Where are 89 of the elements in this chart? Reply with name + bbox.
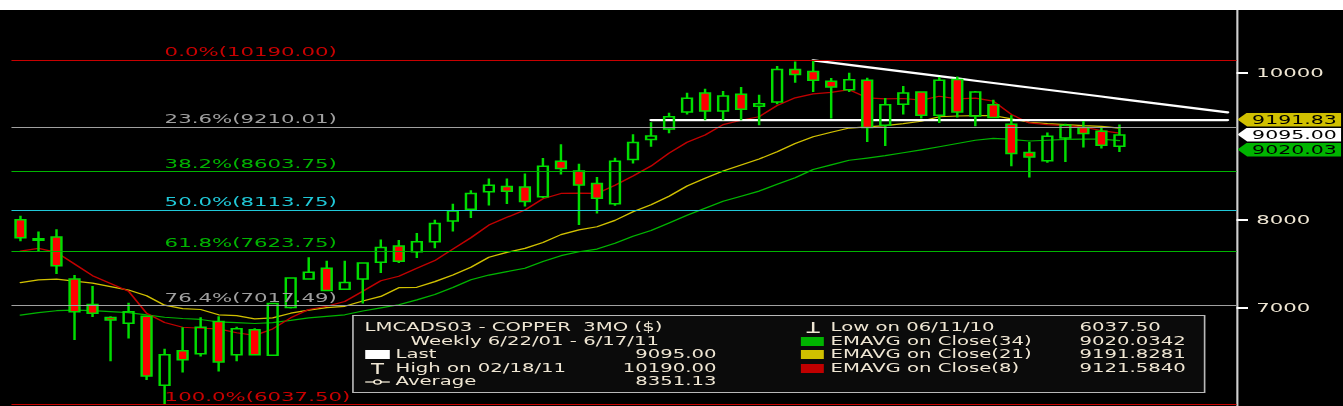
candlestick [663, 111, 675, 135]
candlestick [861, 76, 874, 143]
candlestick [86, 285, 99, 318]
candlestick [1023, 141, 1036, 179]
candlestick [392, 239, 405, 264]
ref-line-label: 100.0%(6037.50) [164, 388, 351, 404]
candlestick [627, 133, 639, 165]
candlestick [645, 121, 657, 148]
candlestick [933, 76, 946, 124]
text: 9095.00 [1237, 126, 1342, 142]
candlestick [356, 261, 369, 305]
candlestick [987, 98, 1000, 120]
candlestick [1095, 126, 1108, 150]
candlestick [194, 316, 207, 358]
candlestick [320, 259, 333, 293]
annotation: Low on 06/11/10 [830, 320, 995, 335]
candlestick [446, 202, 459, 233]
candlestick [68, 274, 81, 342]
candlestick [897, 85, 910, 116]
legend-title: LMCADS03 - COPPER 3MO ($) [364, 320, 663, 335]
candlestick [555, 143, 567, 176]
candlestick [609, 156, 621, 207]
annotation: 10190.00 [622, 360, 717, 375]
candlestick [122, 301, 135, 340]
text: 9191.83 [1237, 111, 1342, 127]
ref-line-label: 38.2%(8603.75) [164, 155, 337, 171]
legend-label: EMAVG on Close(21) [830, 347, 1032, 362]
annotation: Last [395, 347, 437, 362]
candlestick [537, 157, 549, 199]
candlestick [248, 327, 261, 357]
candlestick [735, 86, 747, 122]
text: 9020.03 [1237, 141, 1342, 157]
candlestick [519, 172, 531, 208]
candlestick [1005, 114, 1018, 168]
candlestick [501, 177, 513, 206]
text: Weekly 6/22/01 - 6/17/11 [410, 333, 659, 348]
ref-line-label: 61.8%(7623.75) [164, 235, 337, 251]
ref-line-label: 50.0%(8113.75) [164, 194, 337, 210]
annotation: 9121.5840 [1079, 360, 1186, 375]
candlestick [1113, 123, 1126, 153]
ref-line-label: 0.0%(10190.00) [164, 44, 337, 60]
candlestick [230, 325, 243, 363]
candlestick [338, 259, 351, 291]
candlestick [951, 75, 964, 119]
candlestick [302, 256, 315, 281]
candlestick [591, 176, 603, 215]
candlestick [573, 162, 585, 227]
candlestick [807, 59, 820, 94]
line-series [811, 58, 1229, 114]
annotation: 9020.0342 [1079, 333, 1186, 348]
candlestick [410, 231, 423, 259]
annotation: 6037.50 [1079, 320, 1161, 335]
candlestick [465, 189, 477, 220]
legend-label: EMAVG on Close(8) [830, 360, 1020, 375]
y-tick-label: 7000 [1256, 299, 1311, 315]
candlestick [843, 71, 856, 94]
candlestick [699, 87, 711, 122]
candlestick [266, 301, 279, 357]
candlestick [789, 60, 802, 84]
candlestick [825, 77, 838, 120]
candlestick [1077, 120, 1090, 149]
candlestick [483, 177, 495, 207]
candlestick [681, 91, 693, 116]
candlestick [374, 238, 387, 274]
candlestick [428, 218, 441, 250]
candlestick [104, 315, 117, 363]
candlestick [969, 90, 982, 128]
candlestick [879, 97, 892, 147]
candlestick [753, 93, 765, 127]
candlestick [212, 315, 225, 373]
candlestick [1041, 131, 1054, 164]
candlestick [717, 90, 729, 122]
annotation: 9095.00 [635, 347, 717, 362]
ref-line-label: 23.6%(9210.01) [164, 110, 337, 126]
candlestick [32, 230, 45, 252]
candlestick [50, 228, 63, 275]
candlestick [1059, 122, 1072, 163]
candlestick [14, 214, 27, 243]
candlestick [915, 90, 928, 120]
y-tick-label: 8000 [1256, 212, 1311, 227]
annotation: 8351.13 [635, 374, 717, 389]
candlestick [140, 315, 153, 382]
y-tick-label: 10000 [1256, 65, 1324, 81]
candlestick [771, 65, 784, 106]
legend-label: EMAVG on Close(34) [830, 333, 1032, 348]
candlestick [176, 326, 189, 374]
annotation: Average [395, 374, 477, 389]
annotation: High on 02/18/11 [395, 360, 567, 375]
annotation: 9191.8281 [1079, 347, 1186, 362]
